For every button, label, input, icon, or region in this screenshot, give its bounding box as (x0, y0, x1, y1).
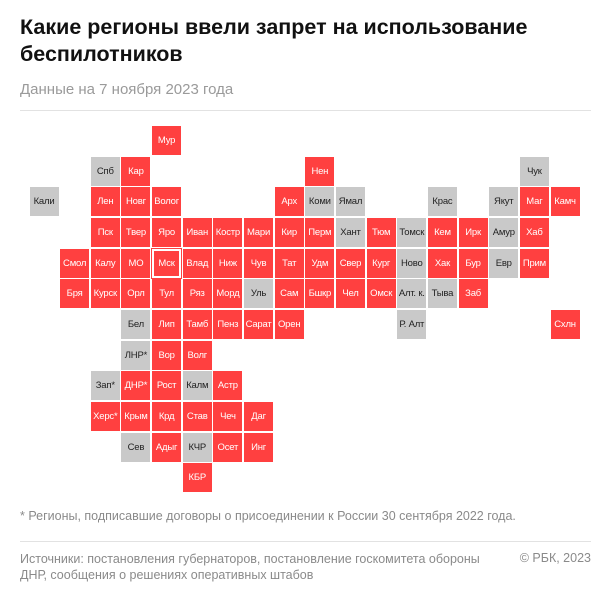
region-tile: Курск (90, 279, 120, 309)
region-tile: Евр (489, 248, 519, 278)
region-tile: Бшкр (305, 279, 335, 309)
region-tile: Осет (213, 432, 243, 462)
region-tile: Заб (458, 279, 488, 309)
region-tile: Кали (29, 187, 59, 217)
region-tile: Тюм (366, 217, 396, 247)
region-tile: Астр (213, 371, 243, 401)
region-tile: Зап* (90, 371, 120, 401)
region-tile: Пск (90, 217, 120, 247)
region-tile: Омск (366, 279, 396, 309)
region-tile: Вор (152, 340, 182, 370)
region-tile: Ямал (336, 187, 365, 217)
region-tile: Лен (90, 187, 120, 217)
region-tile: Свер (336, 248, 365, 278)
region-tile: Кург (366, 248, 396, 278)
region-tile: Мур (152, 126, 182, 155)
region-tile: Твер (121, 217, 151, 247)
tile-map: Мур Спб Кар Нен Чук Кали Лен Новг Волог Арх Коми Ям… (29, 126, 580, 493)
region-tile: Спб (90, 156, 120, 186)
region-tile: Р. Алт (397, 309, 427, 339)
region-tile: ДНР* (121, 371, 151, 401)
region-tile: Костр (213, 217, 243, 247)
region-tile: Тат (274, 248, 304, 278)
region-tile: Херс* (90, 401, 120, 431)
region-tile: Чув (244, 248, 274, 278)
region-tile: Иван (182, 217, 212, 247)
region-tile: Перм (305, 217, 335, 247)
region-tile: Прим (519, 248, 549, 278)
region-tile: Крым (121, 401, 151, 431)
region-tile: Влад (182, 248, 212, 278)
region-tile: Кар (121, 156, 151, 186)
region-tile: ЛНР* (121, 340, 151, 370)
region-tile: Бел (121, 309, 151, 339)
region-tile: Чеч (213, 401, 243, 431)
copyright: © РБК, 2023 (519, 551, 591, 565)
region-tile: Хант (336, 217, 365, 247)
region-tile: Арх (274, 187, 304, 217)
region-tile: Адыг (152, 432, 182, 462)
divider (20, 110, 591, 111)
region-tile: Камч (550, 187, 580, 217)
region-tile: Тул (152, 279, 182, 309)
sources: Источники: постановления губернаторов, п… (20, 552, 480, 582)
region-tile: Калм (182, 371, 212, 401)
region-tile: Хаб (519, 217, 549, 247)
region-tile: Чук (519, 156, 549, 186)
region-tile: Кир (274, 217, 304, 247)
region-tile: КЧР (182, 432, 212, 462)
region-tile: Новг (121, 187, 151, 217)
region-tile: Сев (121, 432, 151, 462)
region-tile: Ниж (213, 248, 243, 278)
region-tile: Крд (152, 401, 182, 431)
region-tile: Уль (244, 279, 274, 309)
region-tile: Тыва (427, 279, 457, 309)
region-tile: КБР (182, 463, 212, 493)
region-tile: Мск (151, 247, 183, 279)
divider (20, 541, 591, 542)
region-tile: Томск (397, 217, 427, 247)
chart-subtitle: Данные на 7 ноября 2023 года (20, 81, 234, 98)
region-tile: Став (182, 401, 212, 431)
region-tile: Чел (336, 279, 365, 309)
region-tile: Алт. к. (397, 279, 427, 309)
region-tile: Ирк (458, 217, 488, 247)
chart-title: Какие регионы ввели запрет на использова… (20, 15, 528, 66)
region-tile: Сарат (244, 309, 274, 339)
region-tile: Нен (305, 156, 335, 186)
region-tile: Крас (427, 187, 457, 217)
region-tile: Лип (152, 309, 182, 339)
region-tile: Бря (60, 279, 90, 309)
region-tile: Ряз (182, 279, 212, 309)
region-tile: Инг (244, 432, 274, 462)
region-tile: МО (121, 248, 151, 278)
region-tile: Маг (519, 187, 549, 217)
region-tile: Орен (274, 309, 304, 339)
region-tile: Амур (489, 217, 519, 247)
region-tile: Волог (152, 187, 182, 217)
region-tile: Бур (458, 248, 488, 278)
region-tile: Морд (213, 279, 243, 309)
region-tile: Яро (152, 217, 182, 247)
region-tile: Мари (244, 217, 274, 247)
region-tile: Рост (152, 371, 182, 401)
region-tile: Волг (182, 340, 212, 370)
footnote: * Регионы, подписавшие договоры о присое… (20, 509, 516, 523)
region-tile: Коми (305, 187, 335, 217)
region-tile: Удм (305, 248, 335, 278)
region-tile: Сам (274, 279, 304, 309)
region-tile: Ново (397, 248, 427, 278)
region-tile: Калу (90, 248, 120, 278)
region-tile: Схлн (550, 309, 580, 339)
region-tile: Тамб (182, 309, 212, 339)
region-tile: Пенз (213, 309, 243, 339)
region-tile: Даг (244, 401, 274, 431)
region-tile: Якут (489, 187, 519, 217)
region-tile: Хак (427, 248, 457, 278)
region-tile: Смол (60, 248, 90, 278)
region-tile: Кем (427, 217, 457, 247)
region-tile: Орл (121, 279, 151, 309)
